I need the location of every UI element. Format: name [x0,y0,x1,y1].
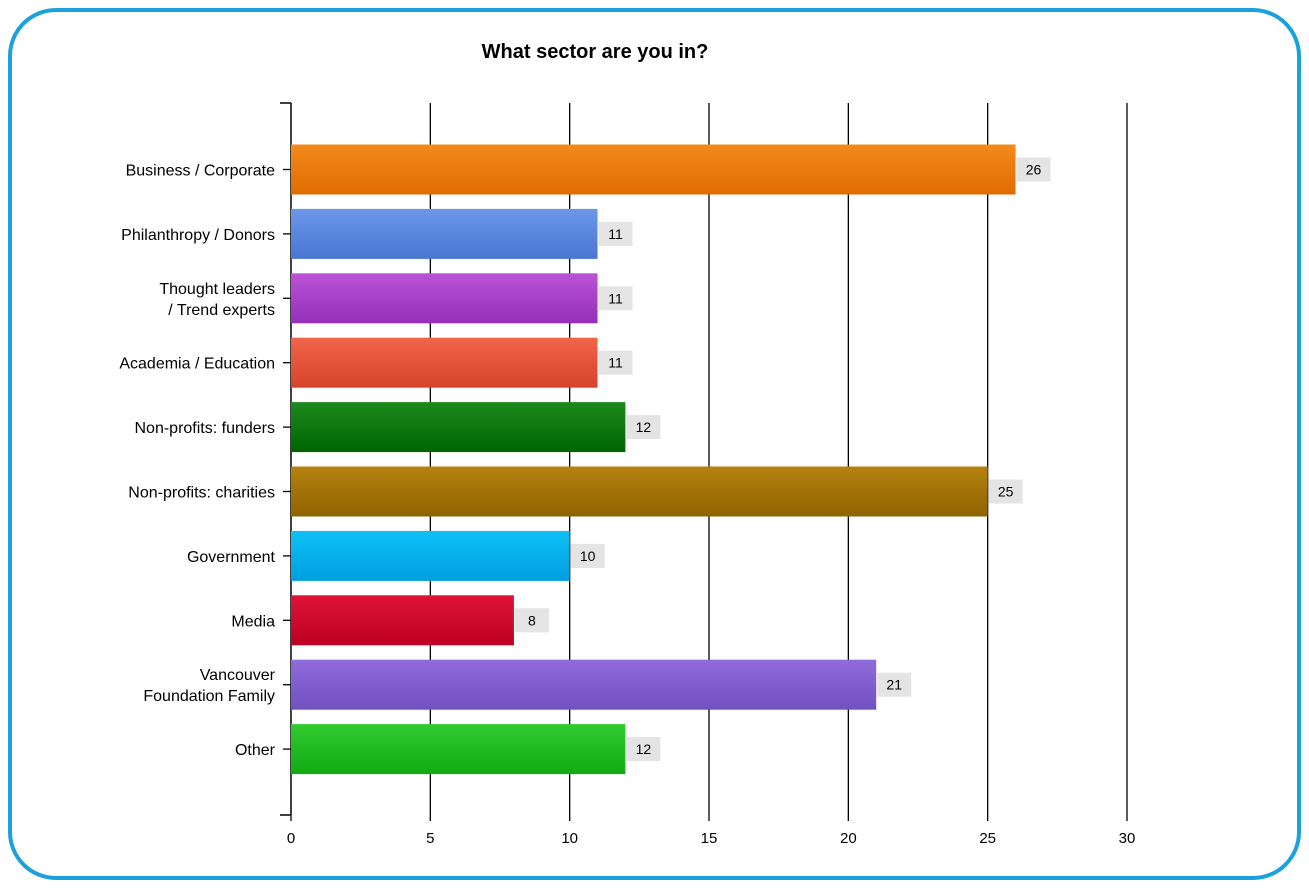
data-labels: 26 11 11 11 12 25 10 8 21 12 [514,157,1051,762]
data-label-bg [626,737,661,762]
chart-title: What sector are you in? [482,41,709,63]
data-label-bg [570,543,605,568]
category-label: Vancouver Foundation Family [143,667,275,705]
data-label: 10 [580,548,596,564]
category-label: Academia / Education [119,356,275,373]
bar [291,530,570,581]
category-label: Philanthropy / Donors [121,227,275,244]
category-label: Business / Corporate [126,163,276,180]
category-labels: Business / Corporate Philanthropy / Donor… [119,163,275,760]
category-label: Media [231,613,275,630]
bar [291,724,626,775]
data-label: 12 [636,419,652,435]
x-tick-label: 30 [1119,830,1136,847]
x-tick-label: 25 [979,830,996,847]
data-label: 8 [528,612,536,628]
bar [291,337,598,388]
x-tick-label: 0 [287,830,295,847]
data-label-bg [626,415,661,440]
data-label: 21 [886,677,902,693]
data-label-bg [877,672,912,697]
tick-labels: 0 5 10 15 20 25 30 [287,830,1136,847]
bars [291,144,1016,775]
bar [291,466,988,517]
data-label-bg [598,221,633,246]
data-label: 26 [1026,162,1042,178]
data-label-bg [598,286,633,311]
x-tick-label: 5 [426,830,434,847]
data-label: 25 [998,484,1014,500]
x-tick-label: 15 [701,830,718,847]
data-label: 11 [608,290,623,306]
data-label: 11 [608,355,623,371]
category-label: Thought leaders / Trend experts [159,281,275,319]
category-label: Other [235,742,276,759]
bar [291,659,877,710]
bar [291,144,1016,195]
x-tick-label: 20 [840,830,857,847]
x-tick-label: 10 [561,830,578,847]
bar [291,208,598,259]
bar [291,273,598,324]
data-label: 11 [608,226,623,242]
data-label-bg [514,608,549,633]
data-label-bg [598,350,633,375]
data-label-bg [1016,157,1051,182]
data-label: 12 [636,741,652,757]
category-label: Non-profits: funders [134,420,275,437]
category-label: Non-profits: charities [128,485,275,502]
bar [291,595,514,646]
bar [291,402,626,453]
category-label: Government [187,549,276,566]
data-label-bg [988,479,1023,504]
